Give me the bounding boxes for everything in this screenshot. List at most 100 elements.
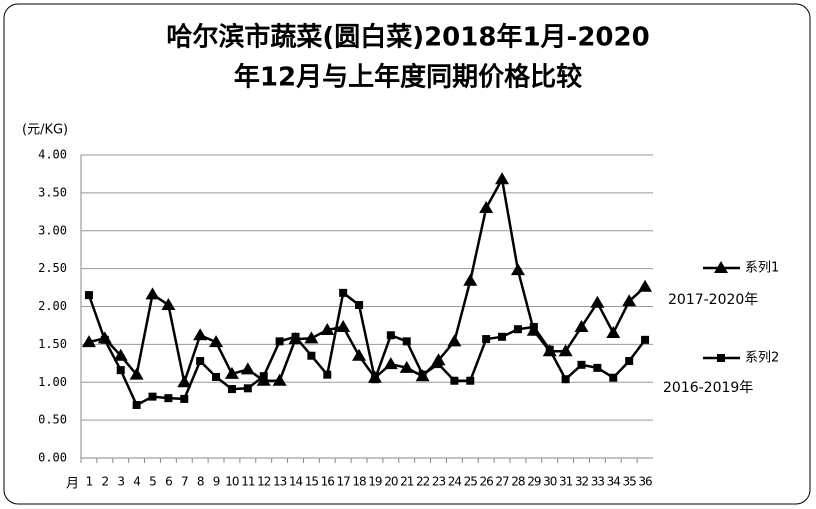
point bbox=[352, 348, 367, 361]
point bbox=[291, 332, 300, 341]
point bbox=[177, 375, 192, 388]
legend-label: 系列2 bbox=[745, 351, 779, 366]
point bbox=[545, 345, 554, 354]
chart-frame bbox=[3, 3, 811, 505]
x-tick-label: 10 bbox=[225, 475, 239, 489]
point bbox=[272, 373, 287, 386]
x-tick-label: 3 bbox=[117, 475, 124, 489]
x-tick-label: 5 bbox=[149, 475, 156, 489]
x-tick-label: 7 bbox=[181, 475, 188, 489]
point bbox=[193, 328, 208, 341]
annotation: 2016-2019年 bbox=[663, 380, 753, 396]
point bbox=[714, 261, 728, 273]
point bbox=[386, 331, 395, 340]
x-tick-label: 34 bbox=[607, 475, 621, 489]
x-tick-label: 18 bbox=[352, 475, 366, 489]
point bbox=[180, 394, 189, 403]
x-tick-label: 26 bbox=[480, 475, 494, 489]
x-tick-label: 11 bbox=[241, 475, 255, 489]
point bbox=[402, 337, 411, 346]
point bbox=[641, 335, 650, 344]
y-tick-label: 2.50 bbox=[38, 261, 67, 275]
x-tick-label: 12 bbox=[257, 475, 271, 489]
point bbox=[479, 201, 494, 214]
annotation: 2017-2020年 bbox=[668, 292, 758, 308]
point bbox=[240, 362, 255, 375]
x-tick-label: 35 bbox=[623, 475, 637, 489]
point bbox=[339, 288, 348, 297]
point bbox=[370, 375, 379, 384]
x-tick-label: 27 bbox=[495, 475, 509, 489]
point bbox=[498, 332, 507, 341]
x-tick-label: 20 bbox=[384, 475, 398, 489]
point bbox=[577, 360, 586, 369]
point bbox=[510, 263, 525, 276]
point bbox=[593, 363, 602, 372]
point bbox=[558, 344, 573, 357]
point bbox=[224, 366, 239, 379]
point bbox=[148, 392, 157, 401]
point bbox=[304, 331, 319, 344]
point bbox=[81, 335, 96, 348]
point bbox=[466, 376, 475, 385]
x-tick-label: 31 bbox=[559, 475, 573, 489]
y-tick-label: 1.50 bbox=[38, 337, 67, 351]
x-tick-label: 2 bbox=[102, 475, 109, 489]
point bbox=[196, 357, 205, 366]
x-tick-label: 32 bbox=[575, 475, 589, 489]
x-tick-label: 6 bbox=[165, 475, 172, 489]
point bbox=[463, 273, 478, 286]
point bbox=[606, 326, 621, 339]
point bbox=[209, 335, 224, 348]
point bbox=[275, 337, 284, 346]
x-tick-label: 16 bbox=[321, 475, 335, 489]
point bbox=[590, 295, 605, 308]
point bbox=[434, 360, 443, 369]
x-tick-label: 23 bbox=[432, 475, 446, 489]
x-tick-label: 24 bbox=[448, 475, 462, 489]
x-tick-label: 15 bbox=[305, 475, 319, 489]
y-tick-label: 1.00 bbox=[38, 375, 67, 389]
point bbox=[355, 300, 364, 309]
point bbox=[529, 322, 538, 331]
point bbox=[418, 370, 427, 379]
point bbox=[336, 319, 351, 332]
y-tick-label: 0.50 bbox=[38, 413, 67, 427]
point bbox=[622, 294, 637, 307]
point bbox=[113, 348, 128, 361]
point bbox=[307, 351, 316, 360]
x-tick-label: 28 bbox=[511, 475, 525, 489]
point bbox=[129, 367, 144, 380]
point bbox=[164, 394, 173, 403]
x-tick-label: 21 bbox=[400, 475, 414, 489]
point bbox=[383, 357, 398, 370]
x-tick-label: 4 bbox=[133, 475, 140, 489]
chart-title: 哈尔滨市蔬菜(圆白菜)2018年1月-2020 bbox=[166, 22, 649, 53]
point bbox=[609, 373, 618, 382]
y-axis-label: (元/KG) bbox=[22, 123, 68, 138]
x-axis-label: 月 bbox=[66, 477, 79, 492]
point bbox=[638, 279, 653, 292]
x-tick-label: 25 bbox=[464, 475, 478, 489]
x-tick-label: 36 bbox=[638, 475, 652, 489]
y-tick-label: 3.00 bbox=[38, 223, 67, 237]
point bbox=[116, 366, 125, 375]
x-tick-label: 14 bbox=[289, 475, 303, 489]
point bbox=[561, 375, 570, 384]
point bbox=[132, 400, 141, 409]
point bbox=[100, 335, 109, 344]
legend-label: 系列1 bbox=[745, 261, 779, 276]
point bbox=[259, 372, 268, 381]
x-tick-label: 29 bbox=[527, 475, 541, 489]
y-tick-label: 2.00 bbox=[38, 299, 67, 313]
x-tick-label: 9 bbox=[213, 475, 220, 489]
y-tick-label: 0.00 bbox=[38, 451, 67, 465]
point bbox=[495, 172, 510, 185]
x-tick-label: 13 bbox=[273, 475, 287, 489]
x-tick-label: 1 bbox=[86, 475, 93, 489]
point bbox=[145, 287, 160, 300]
point bbox=[450, 376, 459, 385]
point bbox=[320, 322, 335, 335]
point bbox=[482, 335, 491, 344]
